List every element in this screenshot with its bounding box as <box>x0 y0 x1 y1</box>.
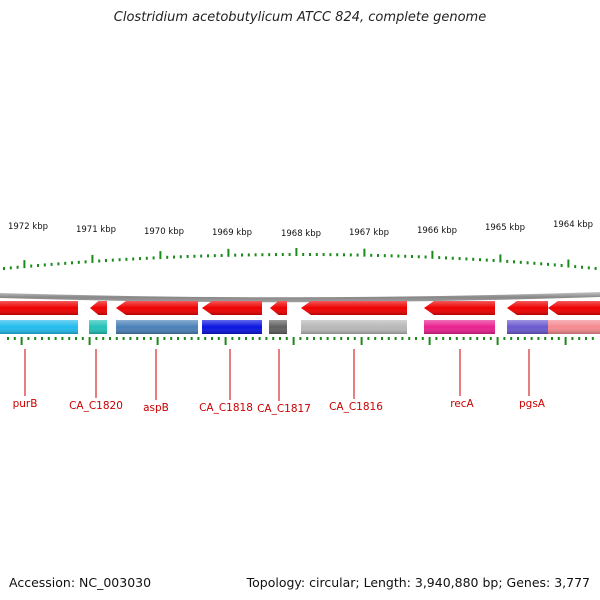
forward-gene-shading <box>90 301 107 315</box>
gene-block-shading <box>424 320 495 334</box>
forward-gene-shading <box>507 301 548 315</box>
gene-label: aspB <box>143 402 169 414</box>
gene-block-shading <box>269 320 287 334</box>
reverse-strand-genes <box>0 320 600 334</box>
scale-ruler: 1972 kbp 1971 kbp 1970 kbp 1969 kbp 1968 kbp… <box>3 220 597 271</box>
gene-label: purB <box>13 398 38 410</box>
accession-text: Accession: NC_003030 <box>9 575 152 590</box>
gene-label: recA <box>450 398 474 410</box>
forward-gene-shading <box>116 301 198 315</box>
gene-block-shading <box>0 320 78 334</box>
gene-label: CA_C1818 <box>199 402 253 414</box>
scale-label: 1964 kbp <box>553 220 593 230</box>
scale-label: 1969 kbp <box>212 228 252 238</box>
gene-block-shading <box>507 320 548 334</box>
forward-strand-genes <box>0 301 600 315</box>
scale-label: 1966 kbp <box>417 226 457 236</box>
forward-gene-shading <box>301 301 407 315</box>
forward-gene-shading <box>202 301 262 315</box>
scale-label: 1971 kbp <box>76 225 116 235</box>
gene-block-shading <box>202 320 262 334</box>
scale-label: 1967 kbp <box>349 228 389 238</box>
forward-gene-shading <box>424 301 495 315</box>
forward-gene-shading <box>270 301 287 315</box>
gene-block-shading <box>116 320 198 334</box>
scale-label: 1972 kbp <box>8 222 48 232</box>
forward-gene-shading <box>0 301 78 315</box>
genome-stats-text: Topology: circular; Length: 3,940,880 bp… <box>246 575 590 590</box>
gene-block-shading <box>301 320 407 334</box>
gene-label: CA_C1817 <box>257 403 311 415</box>
gene-block-shading <box>548 320 600 334</box>
gene-label: CA_C1820 <box>69 400 123 412</box>
forward-gene-shading <box>548 301 600 315</box>
gene-label: pgsA <box>519 398 546 410</box>
scale-label: 1970 kbp <box>144 227 184 237</box>
gene-label: CA_C1816 <box>329 401 383 413</box>
gene-block-shading <box>89 320 107 334</box>
scale-label: 1968 kbp <box>281 229 321 239</box>
lower-ticks <box>7 337 594 345</box>
genome-backbone <box>0 292 600 303</box>
gene-labels: purB CA_C1820 aspB CA_C1818 CA_C1817 CA_C1816… <box>13 349 546 415</box>
genome-title: Clostridium acetobutylicum ATCC 824, com… <box>113 10 487 25</box>
scale-label: 1965 kbp <box>485 223 525 233</box>
